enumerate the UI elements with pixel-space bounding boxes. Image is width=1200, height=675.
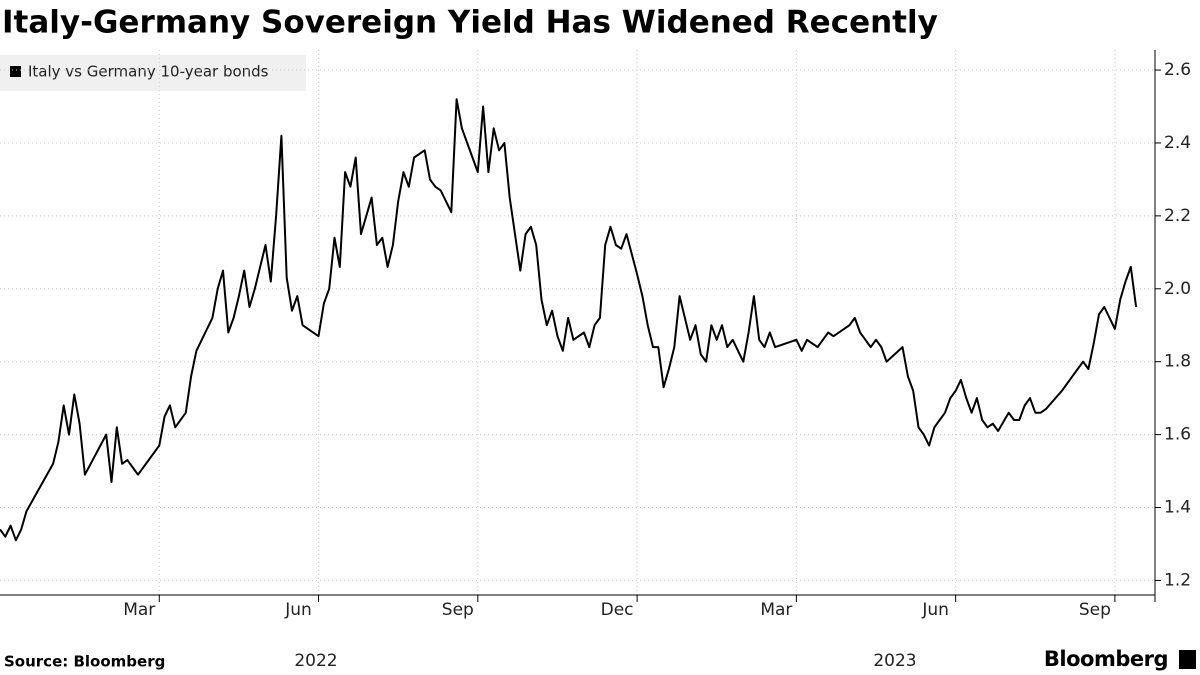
legend-box [0,55,306,91]
brand-icon [1179,650,1196,669]
chart-title: Italy-Germany Sovereign Yield Has Widene… [2,5,938,41]
y-tick-label: 2.4 [1164,133,1191,153]
y-tick-label: 1.6 [1164,425,1191,445]
x-tick-label: Mar [760,600,792,620]
x-tick-label: Sep [1079,600,1111,620]
line [0,98,1138,542]
y-tick-label: 2.6 [1164,60,1191,80]
y-tick-label: 2.2 [1164,206,1191,226]
x-tick-label: Jun [284,600,312,620]
y-tick-label: 2.0 [1164,279,1191,299]
legend-swatch [10,66,21,77]
x-year-label: 2023 [873,651,916,671]
brand: Bloomberg [1044,647,1168,671]
x-tick-label: Mar [123,600,155,620]
x-tick-label: Jun [921,600,949,620]
y-tick-label: 1.4 [1164,498,1191,518]
source: Source: Bloomberg [4,653,165,671]
x-tick-label: Dec [601,600,634,620]
legend-label: Italy vs Germany 10-year bonds [28,63,269,81]
x-tick-label: Sep [442,600,474,620]
y-tick-label: 1.8 [1164,352,1191,372]
y-tick-label: 1.2 [1164,570,1191,590]
x-year-label: 2022 [294,651,337,671]
